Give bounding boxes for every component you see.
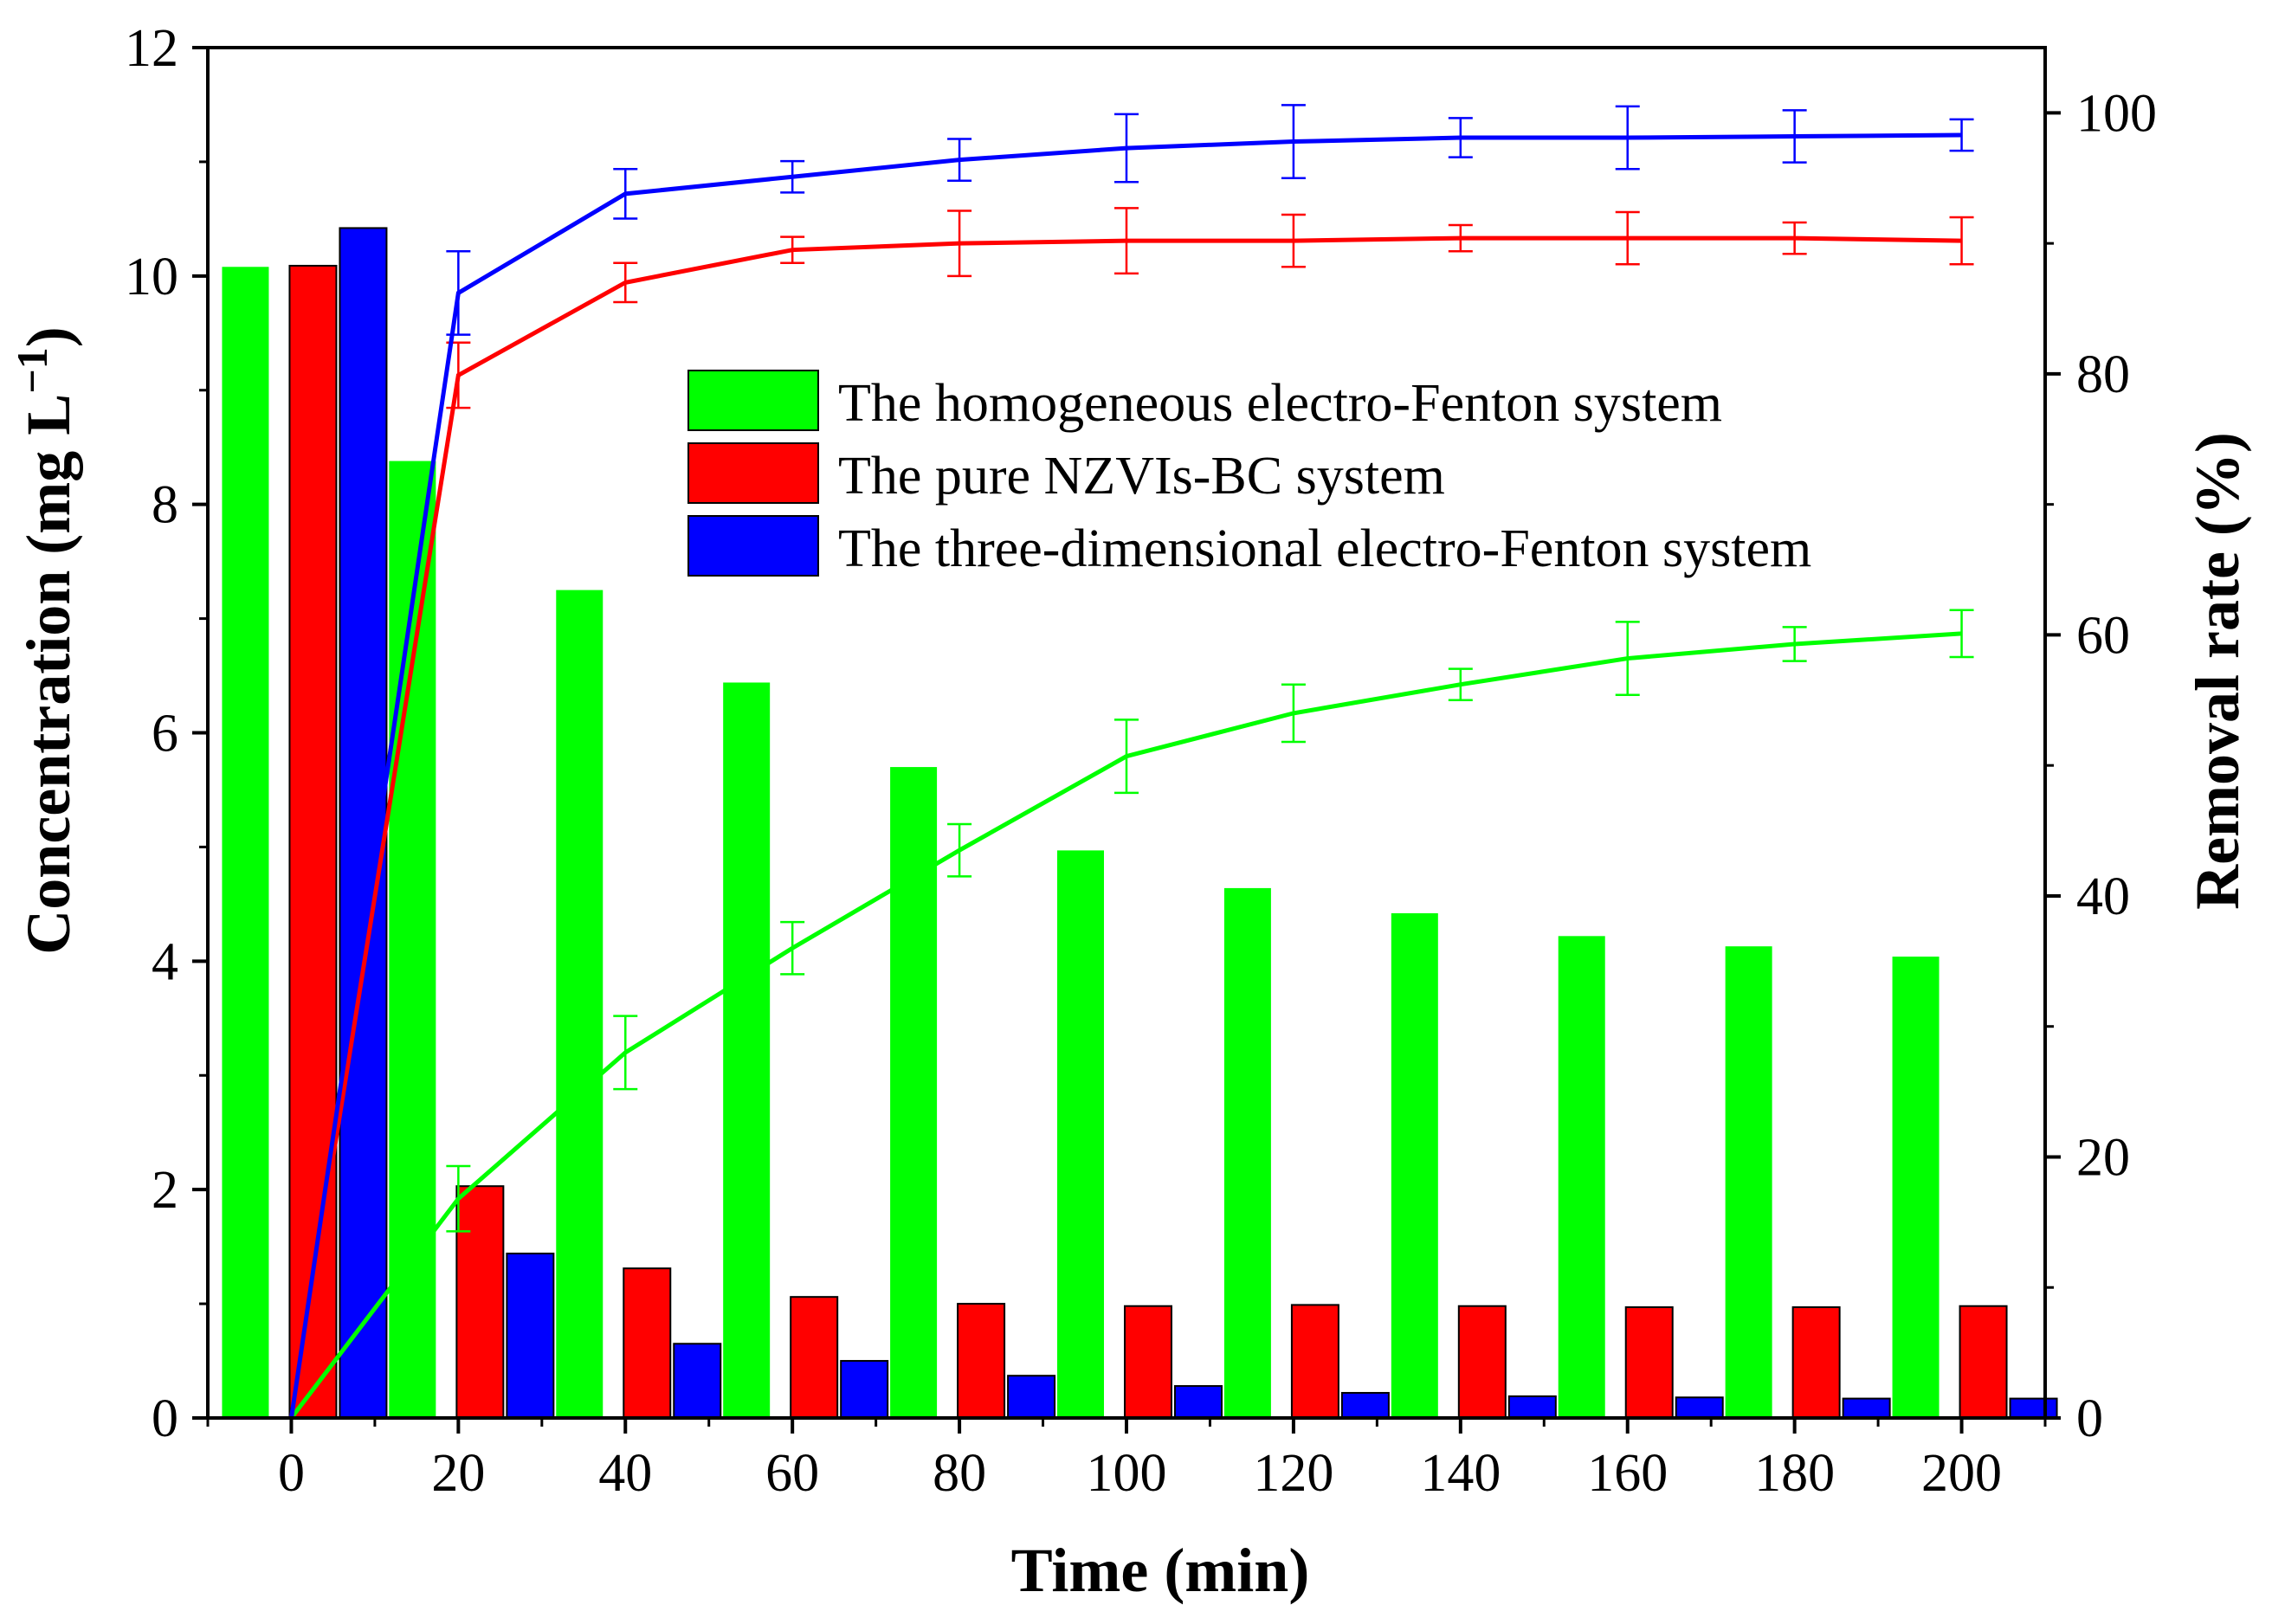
x-tick-label-180: 180 [1754,1444,1835,1503]
y-left-tick-label-8: 8 [152,476,178,535]
y-left-tick-label-2: 2 [152,1161,178,1220]
bar-series1-x20 [455,1185,505,1419]
y-left-tick-label-6: 6 [152,705,178,764]
legend-label-nzvis-bc: The pure NZVIs-BC system [838,447,1445,506]
legend-label-three-dimensional: The three-dimensional electro-Fenton sys… [838,519,1811,578]
errorbar-series2-x80 [947,138,972,183]
bar-series2-x120 [1340,1391,1390,1420]
errorbar-series0-x120 [1281,683,1306,744]
errorbar-series2-x60 [780,159,805,194]
legend-swatch-three-dimensional [687,515,819,577]
x-tick-label-160: 160 [1587,1444,1668,1503]
y-right-tick-label-40: 40 [2076,867,2130,926]
x-tick-label-200: 200 [1921,1444,2002,1503]
errorbar-series1-x200 [1949,216,1974,266]
bar-series1-x80 [957,1303,1006,1420]
errorbar-series1-x180 [1782,221,1807,255]
errorbar-series2-x160 [1615,105,1640,171]
errorbar-series1-x120 [1281,213,1306,268]
bar-series0-x40 [556,590,604,1418]
bar-series1-x60 [790,1296,839,1419]
errorbar-series0-x60 [780,920,805,976]
errorbar-series2-x200 [1949,118,1974,152]
bar-series0-x180 [1725,946,1772,1418]
bar-series0-x140 [1391,912,1438,1418]
bar-series0-x160 [1558,936,1605,1418]
errorbar-series1-x160 [1615,210,1640,266]
bar-series1-x140 [1457,1305,1507,1420]
x-tick-label-140: 140 [1420,1444,1501,1503]
bar-series0-x100 [1057,850,1104,1418]
errorbar-series1-x100 [1114,207,1139,275]
errorbar-series1-x80 [947,209,972,278]
bar-series1-x120 [1290,1304,1339,1419]
errorbar-series0-x160 [1615,621,1640,697]
bar-series0-x60 [723,682,771,1418]
x-tick-label-80: 80 [933,1444,986,1503]
bar-series2-x140 [1507,1395,1557,1419]
bar-series2-x80 [1007,1375,1056,1419]
x-tick-label-40: 40 [598,1444,652,1503]
lines-layer [288,104,1974,1420]
x-axis-title: Time (min) [1011,1536,1310,1605]
bar-series2-x200 [2009,1397,2058,1420]
legend-label-homogeneous: The homogeneous electro-Fenton system [838,374,1722,433]
y-right-tick-label-100: 100 [2076,84,2157,143]
y-axis-left-title: Concentration (mg L−1) [8,326,83,954]
y-right-tick-label-20: 20 [2076,1128,2130,1187]
legend-swatch-nzvis-bc [687,442,819,504]
bar-series0-x120 [1223,887,1271,1418]
errorbar-series0-x100 [1114,719,1139,795]
y-right-tick-label-80: 80 [2076,345,2130,404]
y-left-tick-label-12: 12 [125,19,178,78]
errorbar-series0-x80 [947,822,972,878]
y-right-tick-label-60: 60 [2076,606,2130,665]
errorbar-series0-x40 [613,1015,638,1091]
bars-layer [222,227,2058,1420]
y-right-tick-label-0: 0 [2076,1389,2103,1448]
x-tick-label-120: 120 [1253,1444,1333,1503]
errorbar-series1-x140 [1448,223,1473,253]
bar-series1-x180 [1791,1306,1841,1420]
errorbar-series0-x200 [1949,609,1974,659]
y-left-tick-label-10: 10 [125,248,178,306]
y-axis-right-title: Removal rate (%) [2183,432,2252,910]
errorbar-series1-x60 [780,235,805,265]
errorbar-series2-x40 [613,167,638,220]
bar-series0-x80 [890,767,938,1418]
legend-swatch-homogeneous [687,370,819,431]
errorbar-series0-x180 [1782,626,1807,662]
x-tick-label-60: 60 [765,1444,819,1503]
y-left-tick-label-0: 0 [152,1389,178,1448]
bar-series1-x0 [288,264,338,1420]
bar-series1-x200 [1959,1305,2008,1420]
bar-series2-x60 [840,1360,889,1419]
x-tick-label-20: 20 [431,1444,485,1503]
errorbar-series1-x40 [613,261,638,304]
bar-series1-x160 [1624,1306,1674,1420]
bar-series0-x0 [222,267,269,1418]
legend: The homogeneous electro-Fenton system Th… [687,370,1811,578]
errorbar-series2-x100 [1114,113,1139,184]
errorbar-series2-x20 [446,249,471,336]
bar-series1-x40 [623,1267,672,1420]
errorbar-series2-x140 [1448,117,1473,158]
errorbar-series0-x20 [446,1164,471,1233]
bar-series1-x100 [1124,1305,1172,1420]
errorbar-series2-x120 [1281,104,1306,180]
bar-series0-x200 [1892,957,1940,1418]
x-tick-label-0: 0 [278,1444,305,1503]
bar-series2-x40 [673,1343,722,1419]
x-tick-label-100: 100 [1087,1444,1167,1503]
y-left-tick-label-4: 4 [152,932,178,991]
errorbar-series0-x140 [1448,667,1473,702]
errorbar-series2-x180 [1782,109,1807,164]
axes-layer: 0 20 40 60 80 100 120 140 160 180 2000246810120204… [125,19,2157,1503]
bar-series2-x160 [1675,1396,1724,1420]
bar-series2-x20 [506,1253,555,1420]
bar-series2-x180 [1842,1397,1891,1420]
bar-series2-x100 [1174,1385,1223,1420]
